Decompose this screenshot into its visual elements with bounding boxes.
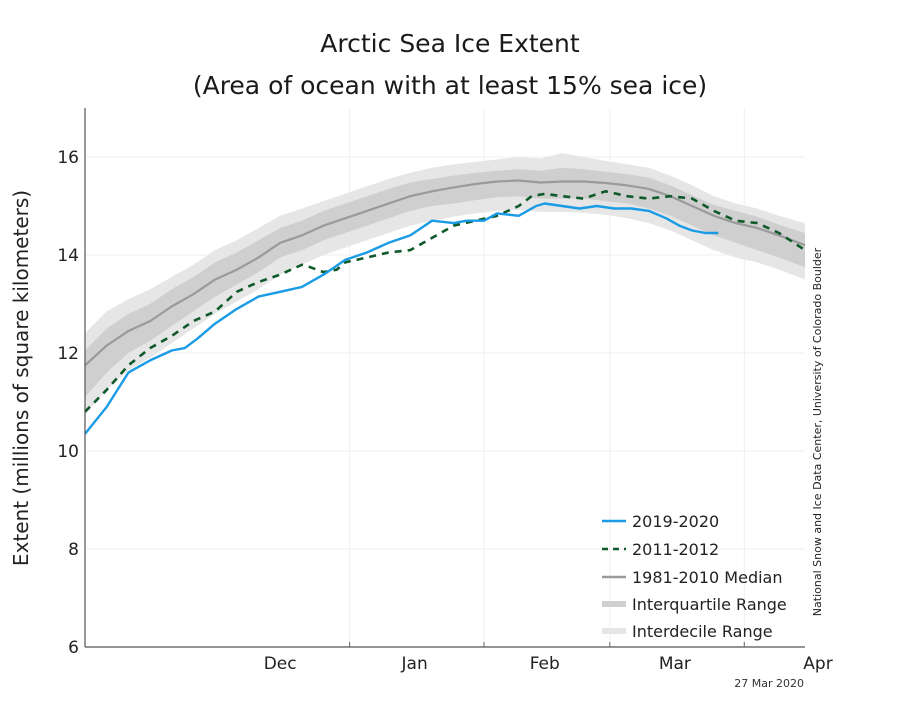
y-tick-label: 8 — [68, 540, 79, 560]
legend-item-2019-2020[interactable]: 2019-2020 — [602, 512, 719, 531]
chart-title: Arctic Sea Ice Extent — [320, 29, 580, 58]
median-line — [84, 179, 806, 367]
y-tick-label: 12 — [57, 344, 79, 364]
credit-text: National Snow and Ice Data Center, Unive… — [811, 247, 824, 616]
legend-item-interquartile[interactable]: Interquartile Range — [602, 595, 787, 614]
y-tick-label: 14 — [57, 246, 79, 266]
legend-item-2011-2012[interactable]: 2011-2012 — [602, 540, 719, 559]
y-tick-label: 10 — [57, 442, 79, 462]
x-tick-label-dec: Dec — [264, 654, 297, 674]
y-axis-label: Extent (millions of square kilometers) — [9, 190, 33, 566]
legend-label: 2011-2012 — [632, 540, 719, 559]
axes — [84, 108, 805, 648]
x-tick-label-feb: Feb — [530, 654, 560, 674]
series-2011-2012-line — [84, 190, 806, 413]
series-2019-2020-line — [84, 202, 719, 435]
x-tick-label-jan: Jan — [401, 654, 428, 674]
tick-labels: 6 8 10 12 14 16 Dec Jan Feb Mar Apr — [57, 148, 832, 674]
legend-item-interdecile[interactable]: Interdecile Range — [602, 622, 773, 641]
legend-label: Interdecile Range — [632, 622, 773, 641]
y-tick-label: 6 — [68, 638, 79, 658]
legend-item-median[interactable]: 1981-2010 Median — [602, 568, 783, 587]
legend-label: 2019-2020 — [632, 512, 719, 531]
chart-subtitle: (Area of ocean with at least 15% sea ice… — [193, 71, 707, 100]
legend-label: 1981-2010 Median — [632, 568, 783, 587]
legend: 2019-2020 2011-2012 1981-2010 Median Int… — [602, 512, 787, 641]
series-lines — [84, 179, 806, 435]
x-tick-label-mar: Mar — [659, 654, 691, 674]
y-tick-label: 16 — [57, 148, 79, 168]
date-stamp: 27 Mar 2020 — [734, 677, 804, 690]
x-tick-label-apr: Apr — [803, 654, 832, 674]
legend-label: Interquartile Range — [632, 595, 787, 614]
interquartile-band — [85, 167, 805, 398]
range-bands — [85, 153, 805, 415]
